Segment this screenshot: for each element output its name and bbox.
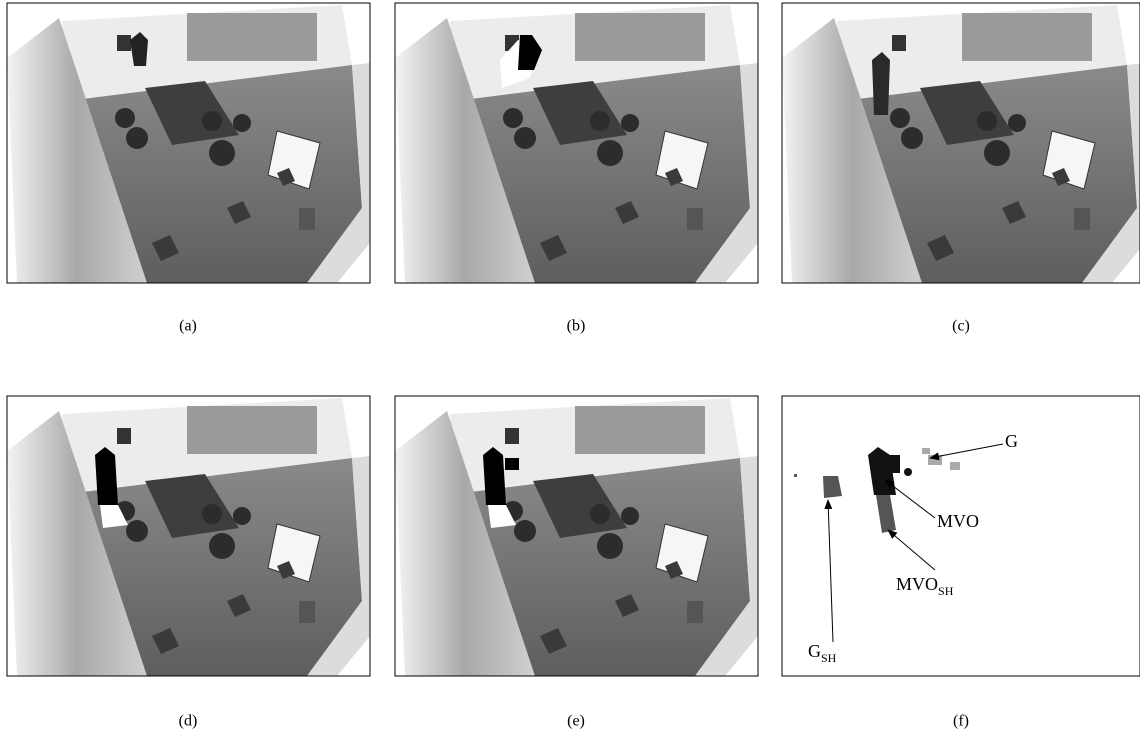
annotation: G bbox=[1005, 431, 1018, 451]
caption: (d) bbox=[179, 713, 198, 730]
figure: G MVO MVOSH GSH (a) (b) (c) (d) (e) (f) bbox=[0, 0, 1140, 737]
annotation-text: MVO bbox=[937, 511, 979, 531]
panel-e bbox=[395, 396, 758, 676]
panel-b bbox=[395, 3, 758, 283]
caption: (e) bbox=[567, 713, 585, 730]
caption: (b) bbox=[567, 318, 586, 335]
annotation-text: G bbox=[808, 641, 821, 661]
annotation-subscript: SH bbox=[821, 651, 837, 665]
panel-c bbox=[782, 3, 1140, 283]
panel-a bbox=[7, 3, 370, 283]
caption: (f) bbox=[953, 713, 969, 730]
annotation-subscript: SH bbox=[938, 584, 954, 598]
caption: (a) bbox=[179, 318, 197, 335]
panel-f: G MVO MVOSH GSH bbox=[782, 396, 1140, 676]
caption: (c) bbox=[952, 318, 970, 335]
panel-d bbox=[7, 396, 370, 676]
annotation-text: MVO bbox=[896, 574, 938, 594]
annotation: MVO bbox=[937, 511, 979, 531]
annotation-text: G bbox=[1005, 431, 1018, 451]
